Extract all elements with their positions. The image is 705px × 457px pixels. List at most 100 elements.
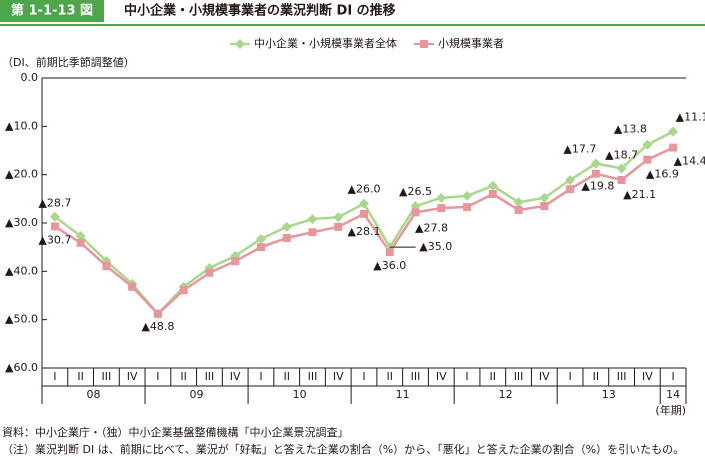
x-tick-label: II: [283, 370, 290, 383]
x-tick-label: IV: [436, 370, 447, 383]
point: [539, 192, 550, 203]
point: [179, 286, 188, 295]
point: [360, 209, 368, 218]
point: [642, 139, 653, 150]
x-tick-label: II: [387, 370, 394, 383]
data-label: ▲17.7: [563, 143, 596, 156]
point: [231, 257, 240, 266]
y-tick-label: 0.0: [21, 71, 39, 84]
point: [334, 222, 343, 231]
point: [282, 233, 291, 242]
y-tick-label: ▲30.0: [5, 216, 38, 229]
x-tick-label: IV: [539, 370, 550, 383]
year-label: 08: [87, 388, 101, 401]
point: [565, 174, 576, 185]
point: [617, 175, 626, 184]
point: [462, 190, 473, 201]
point: [436, 192, 447, 203]
data-label: ▲36.0: [373, 259, 406, 272]
data-label: ▲18.7: [605, 148, 638, 161]
series-line: [54, 130, 674, 316]
x-tick-label: IV: [333, 370, 344, 383]
point: [514, 205, 523, 214]
point: [333, 212, 344, 223]
x-tick-label: III: [514, 370, 524, 383]
data-label: ▲11.1: [676, 111, 705, 124]
point: [307, 214, 318, 225]
point: [668, 126, 679, 137]
data-label: ▲28.7: [38, 197, 71, 210]
data-label: ▲19.8: [581, 180, 614, 193]
point: [616, 163, 627, 174]
y-tick-label: ▲50.0: [5, 313, 38, 326]
x-tick-label: IV: [127, 370, 138, 383]
point: [487, 180, 498, 191]
point: [540, 202, 549, 211]
legend-label: 小規模事業者: [438, 36, 504, 50]
data-label: ▲48.8: [141, 320, 174, 333]
x-tick-label: III: [411, 370, 421, 383]
point: [205, 268, 214, 277]
point: [643, 155, 652, 164]
point: [50, 222, 59, 231]
point: [385, 248, 394, 256]
year-label: 13: [602, 388, 616, 401]
note: 資料：中小企業庁・（独）中小企業基盤整備機構「中小企業景況調査」: [2, 425, 349, 439]
x-tick-label: III: [617, 370, 627, 383]
x-tick-label: II: [593, 370, 600, 383]
figure-label: 第 1-1-13 図: [11, 3, 93, 19]
point: [128, 282, 137, 291]
chart-title: 中小企業・小規模事業者の業況判断 DI の推移: [124, 3, 396, 19]
x-tick-label: II: [490, 370, 497, 383]
year-label: 10: [293, 388, 307, 401]
y-axis-label: （DI、前期比季節調整値）: [2, 55, 135, 69]
point: [566, 185, 575, 194]
year-label: 12: [499, 388, 513, 401]
x-tick-label: I: [156, 370, 159, 383]
point: [255, 233, 266, 244]
point: [411, 208, 420, 217]
x-tick-label: III: [102, 370, 112, 383]
x-tick-label: I: [53, 370, 56, 383]
year-label: 14: [666, 388, 680, 401]
point: [102, 262, 111, 271]
point: [281, 221, 292, 232]
figure-label-box: [0, 0, 104, 22]
x-tick-label: II: [180, 370, 187, 383]
point: [488, 190, 497, 198]
y-tick-label: ▲20.0: [5, 168, 38, 181]
y-tick-label: ▲40.0: [5, 264, 38, 277]
x-tick-label: I: [362, 370, 365, 383]
point: [49, 211, 60, 222]
data-label: ▲14.4: [674, 155, 705, 168]
legend-marker: [420, 40, 428, 48]
point: [463, 203, 472, 212]
point: [437, 204, 446, 213]
x-tick-label: III: [205, 370, 215, 383]
point: [75, 231, 86, 242]
x-tick-label: IV: [230, 370, 241, 383]
data-label: ▲35.0: [419, 240, 452, 253]
data-label: ▲21.1: [623, 188, 656, 201]
point: [591, 169, 600, 178]
point: [256, 243, 265, 252]
data-label: ▲28.1: [348, 225, 381, 238]
point: [590, 158, 601, 169]
point: [513, 197, 524, 208]
data-label: ▲26.5: [399, 185, 432, 198]
point: [308, 228, 317, 237]
x-tick-label: IV: [642, 370, 653, 383]
data-label: ▲16.9: [646, 168, 679, 181]
y-tick-label: ▲10.0: [5, 119, 38, 132]
point: [76, 238, 85, 247]
data-label: ▲13.8: [614, 123, 647, 136]
x-tick-label: I: [259, 370, 262, 383]
legend-marker: [235, 39, 245, 49]
point: [153, 309, 162, 318]
x-tick-label: I: [465, 370, 468, 383]
year-label: 11: [396, 388, 410, 401]
x-tick-label: I: [671, 370, 674, 383]
y-tick-label: ▲60.0: [5, 361, 38, 374]
note: （注）業況判断 DI は、前期に比べて、業況が「好転」と答えた企業の割合（%）か…: [2, 442, 684, 456]
